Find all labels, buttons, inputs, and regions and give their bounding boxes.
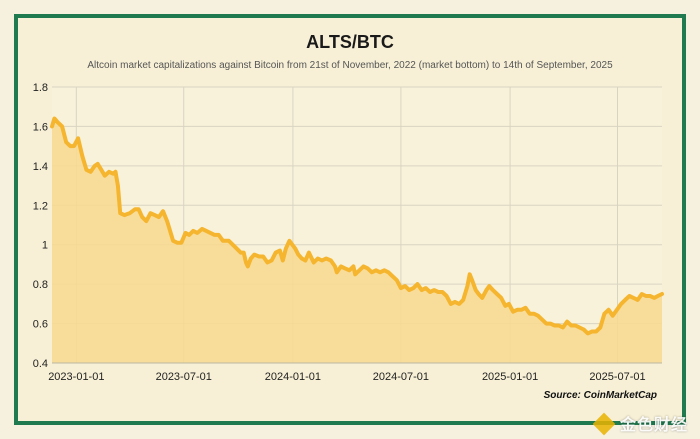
chart-title: ALTS/BTC [306,32,394,52]
series-area [52,118,662,363]
y-tick-label: 0.8 [33,279,48,291]
y-tick-label: 1 [42,240,48,252]
y-tick-label: 0.4 [33,358,48,370]
watermark-text: 金色财经 [619,417,688,434]
chart-subtitle: Altcoin market capitalizations against B… [87,60,613,71]
watermark: 金色财经 [592,411,688,436]
watermark-logo-icon [592,412,616,436]
chart-plot: 0.4 0.6 0.8 1 1.2 1.4 1.6 1.8 2023-01-01 2023-07-… [33,82,664,383]
y-tick-label: 1.8 [33,82,48,94]
y-tick-label: 1.2 [33,200,48,212]
x-tick-label: 2025-07-01 [589,371,645,383]
y-tick-label: 1.4 [33,161,48,173]
x-tick-label: 2025-01-01 [482,371,538,383]
x-tick-label: 2023-01-01 [48,371,104,383]
x-tick-label: 2024-07-01 [373,371,429,383]
y-tick-label: 0.6 [33,319,48,331]
chart-frame: ALTS/BTC Altcoin market capitalizations … [14,14,686,425]
x-tick-label: 2023-07-01 [156,371,212,383]
chart-source: Source: CoinMarketCap [543,390,657,401]
y-tick-label: 1.6 [33,121,48,133]
series-line [50,116,664,336]
x-tick-label: 2024-01-01 [265,371,321,383]
